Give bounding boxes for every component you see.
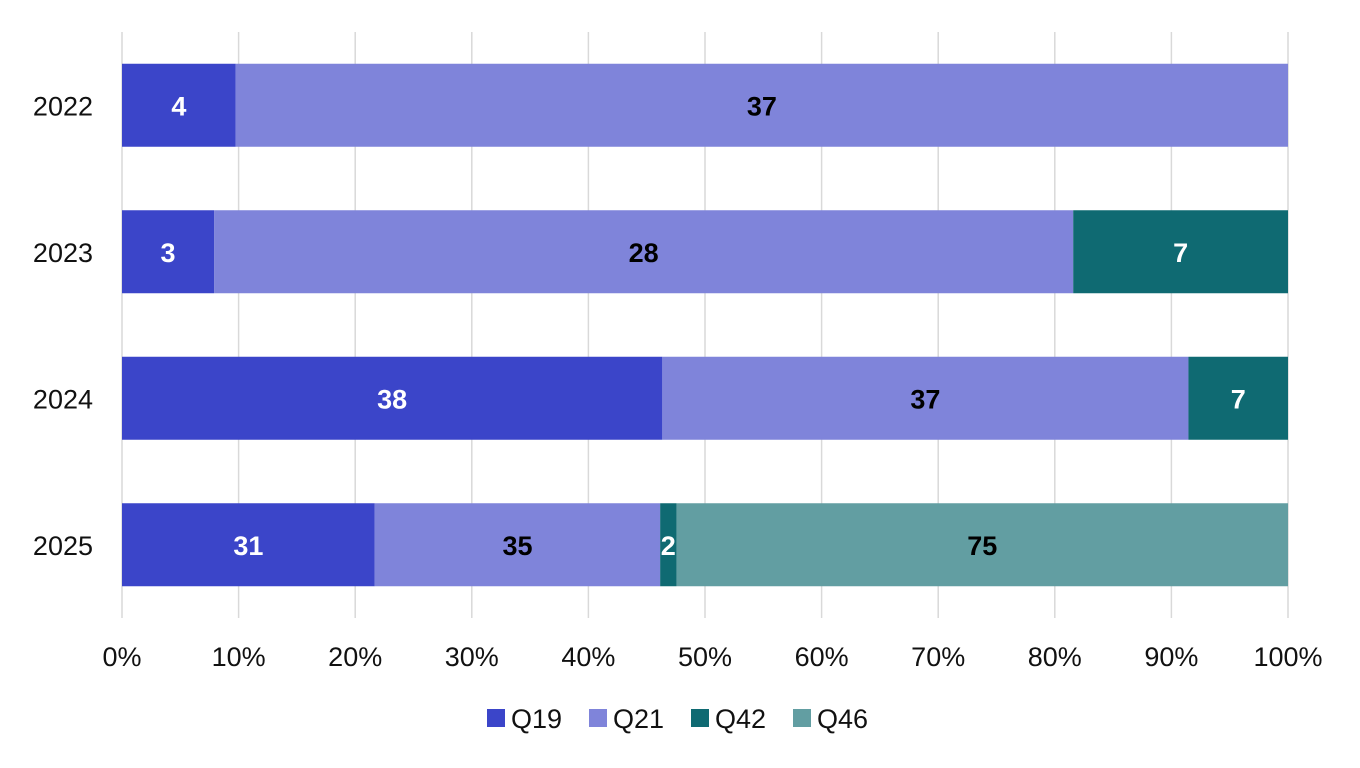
data-label: 28 [629, 238, 659, 268]
x-tick-label: 40% [561, 642, 615, 672]
category-label: 2024 [33, 384, 93, 414]
data-label: 7 [1173, 238, 1188, 268]
x-tick-label: 70% [911, 642, 965, 672]
legend-swatch-q21 [589, 709, 607, 727]
data-label: 38 [377, 384, 407, 414]
bar-segment-q19-2023 [122, 210, 215, 294]
x-tick-label: 0% [102, 642, 141, 672]
legend-label: Q19 [511, 704, 562, 734]
bar-segment-q21-2024 [662, 356, 1189, 440]
legend-label: Q46 [817, 704, 868, 734]
x-tick-label: 100% [1253, 642, 1322, 672]
x-tick-label: 10% [212, 642, 266, 672]
data-label: 37 [910, 384, 940, 414]
legend-label: Q42 [715, 704, 766, 734]
x-tick-label: 90% [1144, 642, 1198, 672]
x-tick-labels: 0% 10% 20% 30% 40% 50% 60% 70% 80% 90% 100% [102, 642, 1322, 672]
legend-swatch-q19 [487, 709, 505, 727]
legend: Q19 Q21 Q42 Q46 [487, 704, 868, 734]
data-label: 35 [502, 531, 532, 561]
bar-segment-q42-2025 [660, 503, 677, 587]
x-tick-label: 60% [795, 642, 849, 672]
data-label: 7 [1231, 384, 1246, 414]
x-tick-label: 50% [678, 642, 732, 672]
data-label: 3 [161, 238, 176, 268]
bars [122, 63, 1288, 587]
legend-label: Q21 [613, 704, 664, 734]
x-tick-label: 80% [1028, 642, 1082, 672]
bar-segment-q21-2025 [374, 503, 661, 587]
bar-segment-q19-2022 [122, 63, 236, 147]
bar-segment-q19-2024 [122, 356, 663, 440]
data-label: 4 [171, 91, 186, 121]
category-label: 2022 [33, 91, 93, 121]
category-label: 2023 [33, 238, 93, 268]
bar-segment-q21-2023 [214, 210, 1074, 294]
data-labels: 4 37 3 28 7 38 37 7 31 35 2 75 [161, 91, 1246, 561]
bar-segment-q21-2022 [235, 63, 1288, 147]
category-label: 2025 [33, 531, 93, 561]
bar-segment-q46-2025 [676, 503, 1288, 587]
bar-segment-q19-2025 [122, 503, 375, 587]
category-labels: 2022 2023 2024 2025 [33, 91, 93, 561]
data-label: 31 [233, 531, 263, 561]
bar-segment-q42-2024 [1188, 356, 1288, 440]
legend-swatch-q42 [691, 709, 709, 727]
data-label: 75 [967, 531, 997, 561]
data-label: 2 [661, 531, 676, 561]
bar-segment-q42-2023 [1073, 210, 1288, 294]
x-tick-label: 30% [445, 642, 499, 672]
data-label: 37 [747, 91, 777, 121]
x-tick-label: 20% [328, 642, 382, 672]
legend-swatch-q46 [793, 709, 811, 727]
